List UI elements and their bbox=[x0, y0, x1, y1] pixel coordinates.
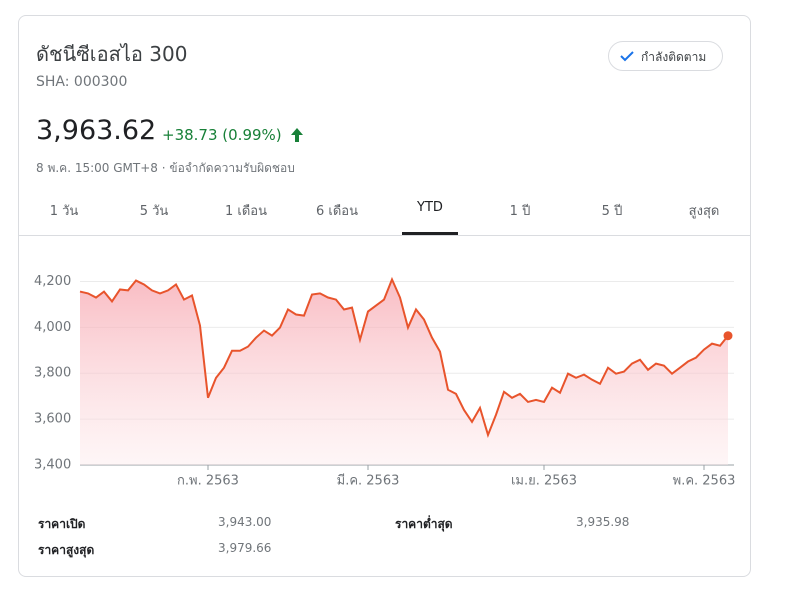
change: +38.73 (0.99%) bbox=[162, 126, 282, 144]
stat-label: ราคาเปิด bbox=[38, 517, 86, 531]
follow-label: กำลังติดตาม bbox=[641, 50, 707, 64]
x-tick-label: ก.พ. 2563 bbox=[177, 474, 239, 489]
y-tick-label: 4,000 bbox=[34, 320, 71, 335]
follow-button[interactable]: กำลังติดตาม bbox=[608, 41, 723, 71]
stat-label: ราคาต่ำสุด bbox=[395, 517, 453, 531]
tab[interactable]: 6 เดือน bbox=[316, 204, 358, 219]
stat-value: 3,935.98 bbox=[576, 515, 630, 529]
line bbox=[79, 276, 729, 439]
y-tick-label: 3,400 bbox=[34, 458, 71, 473]
tab[interactable]: สูงสุด bbox=[688, 204, 720, 219]
timestamp-row: 8 พ.ค. 15:00 GMT+8 · ข้อจำกัดความรับผิดช… bbox=[36, 161, 295, 175]
stat-value: 3,979.66 bbox=[218, 541, 272, 555]
x-tick-label: เม.ย. 2563 bbox=[511, 474, 577, 489]
stat-value: 3,943.00 bbox=[218, 515, 272, 529]
price: 3,963.62 bbox=[36, 115, 157, 146]
disclaimer[interactable]: ข้อจำกัดความรับผิดชอบ bbox=[169, 161, 295, 175]
area bbox=[80, 279, 728, 465]
check-icon bbox=[620, 51, 634, 62]
tab[interactable]: 5 วัน bbox=[139, 204, 169, 219]
symbol: SHA: 000300 bbox=[36, 74, 128, 90]
x-tick-label: มี.ค. 2563 bbox=[337, 473, 400, 489]
y-tick-label: 3,800 bbox=[34, 366, 71, 381]
stat-label: ราคาสูงสุด bbox=[38, 543, 95, 557]
tab-underline bbox=[402, 232, 458, 235]
y-tick-label: 3,600 bbox=[34, 412, 71, 427]
y-tick-label: 4,200 bbox=[34, 274, 71, 289]
divider bbox=[18, 235, 751, 236]
card bbox=[18, 15, 751, 577]
up-arrow bbox=[291, 128, 303, 142]
chart: 3,400 3,600 3,800 4,000 4,200 ก.พ. 2563 มี.ค. … bbox=[34, 274, 736, 489]
x-tick-label: พ.ค. 2563 bbox=[673, 474, 736, 489]
tab[interactable]: 1 เดือน bbox=[225, 204, 267, 219]
tab[interactable]: 1 วัน bbox=[49, 204, 79, 219]
last-point bbox=[723, 331, 733, 341]
title: ดัชนีซีเอสไอ 300 bbox=[36, 42, 188, 66]
tab[interactable]: 1 ปี bbox=[509, 204, 531, 219]
tab[interactable]: YTD bbox=[417, 200, 443, 215]
timestamp: 8 พ.ค. 15:00 GMT+8 bbox=[36, 161, 158, 175]
tab[interactable]: 5 ปี bbox=[601, 204, 623, 219]
